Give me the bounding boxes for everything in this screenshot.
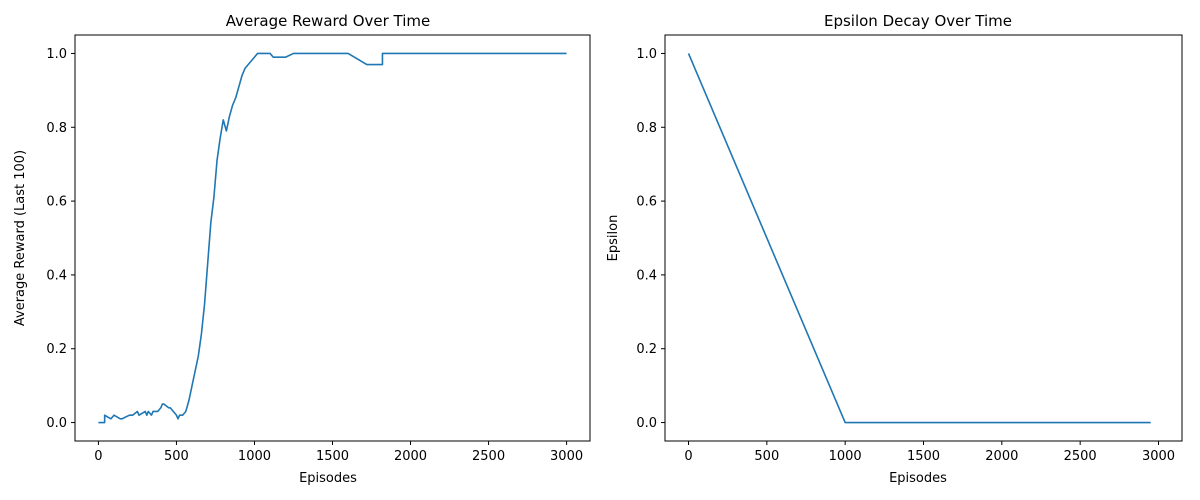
epsilon-y-tick-label: 0.0 [636,416,657,431]
epsilon-x-tick-label: 2000 [985,449,1018,464]
epsilon-chart-series [687,53,1151,424]
epsilon-x-tick-label: 3000 [1142,449,1175,464]
reward-chart-y-ticks: 0.0 0.2 0.4 0.6 0.8 1.0 [46,47,75,431]
epsilon-y-tick-label: 0.2 [636,342,657,357]
epsilon-chart-y-ticks: 0.0 0.2 0.4 0.6 0.8 1.0 [636,47,665,431]
reward-chart-plot-area [74,34,591,442]
reward-x-tick-label: 0 [94,449,102,464]
reward-x-tick-label: 1500 [316,449,349,464]
epsilon-chart-y-label: Epsilon [606,215,621,262]
reward-y-tick-label: 0.4 [46,268,67,283]
epsilon-y-tick-label: 0.6 [636,195,657,210]
reward-chart-x-label: Episodes [299,471,357,486]
epsilon-y-tick-label: 0.4 [636,268,657,283]
epsilon-chart-title: Epsilon Decay Over Time [824,12,1012,30]
reward-y-tick-label: 1.0 [46,47,67,62]
epsilon-chart-x-ticks: 0 500 1000 1500 2000 2500 3000 [684,441,1175,464]
epsilon-x-tick-label: 2500 [1064,449,1097,464]
epsilon-series-line [687,53,1151,424]
reward-y-tick-label: 0.6 [46,195,67,210]
reward-series-line [98,52,567,424]
reward-y-tick-label: 0.2 [46,342,67,357]
epsilon-chart: Epsilon Decay Over Time 0 500 1000 1500 2000… [606,12,1183,486]
epsilon-x-tick-label: 0 [684,449,692,464]
reward-chart: Average Reward Over Time 0 500 1000 1500 200… [13,12,591,486]
reward-chart-title: Average Reward Over Time [226,12,431,30]
epsilon-x-tick-label: 500 [754,449,779,464]
epsilon-chart-x-label: Episodes [889,471,947,486]
reward-y-tick-label: 0.0 [46,416,67,431]
reward-x-tick-label: 1000 [238,449,271,464]
epsilon-x-tick-label: 1500 [907,449,940,464]
reward-y-tick-label: 0.8 [46,121,67,136]
reward-x-tick-label: 500 [164,449,189,464]
epsilon-y-tick-label: 0.8 [636,121,657,136]
reward-chart-series [98,52,567,424]
reward-x-tick-label: 3000 [550,449,583,464]
reward-x-tick-label: 2500 [472,449,505,464]
epsilon-x-tick-label: 1000 [829,449,862,464]
reward-x-tick-label: 2000 [394,449,427,464]
epsilon-chart-plot-area [664,34,1183,442]
reward-chart-y-label: Average Reward (Last 100) [13,150,28,326]
reward-chart-x-ticks: 0 500 1000 1500 2000 2500 3000 [94,441,583,464]
epsilon-y-tick-label: 1.0 [636,47,657,62]
